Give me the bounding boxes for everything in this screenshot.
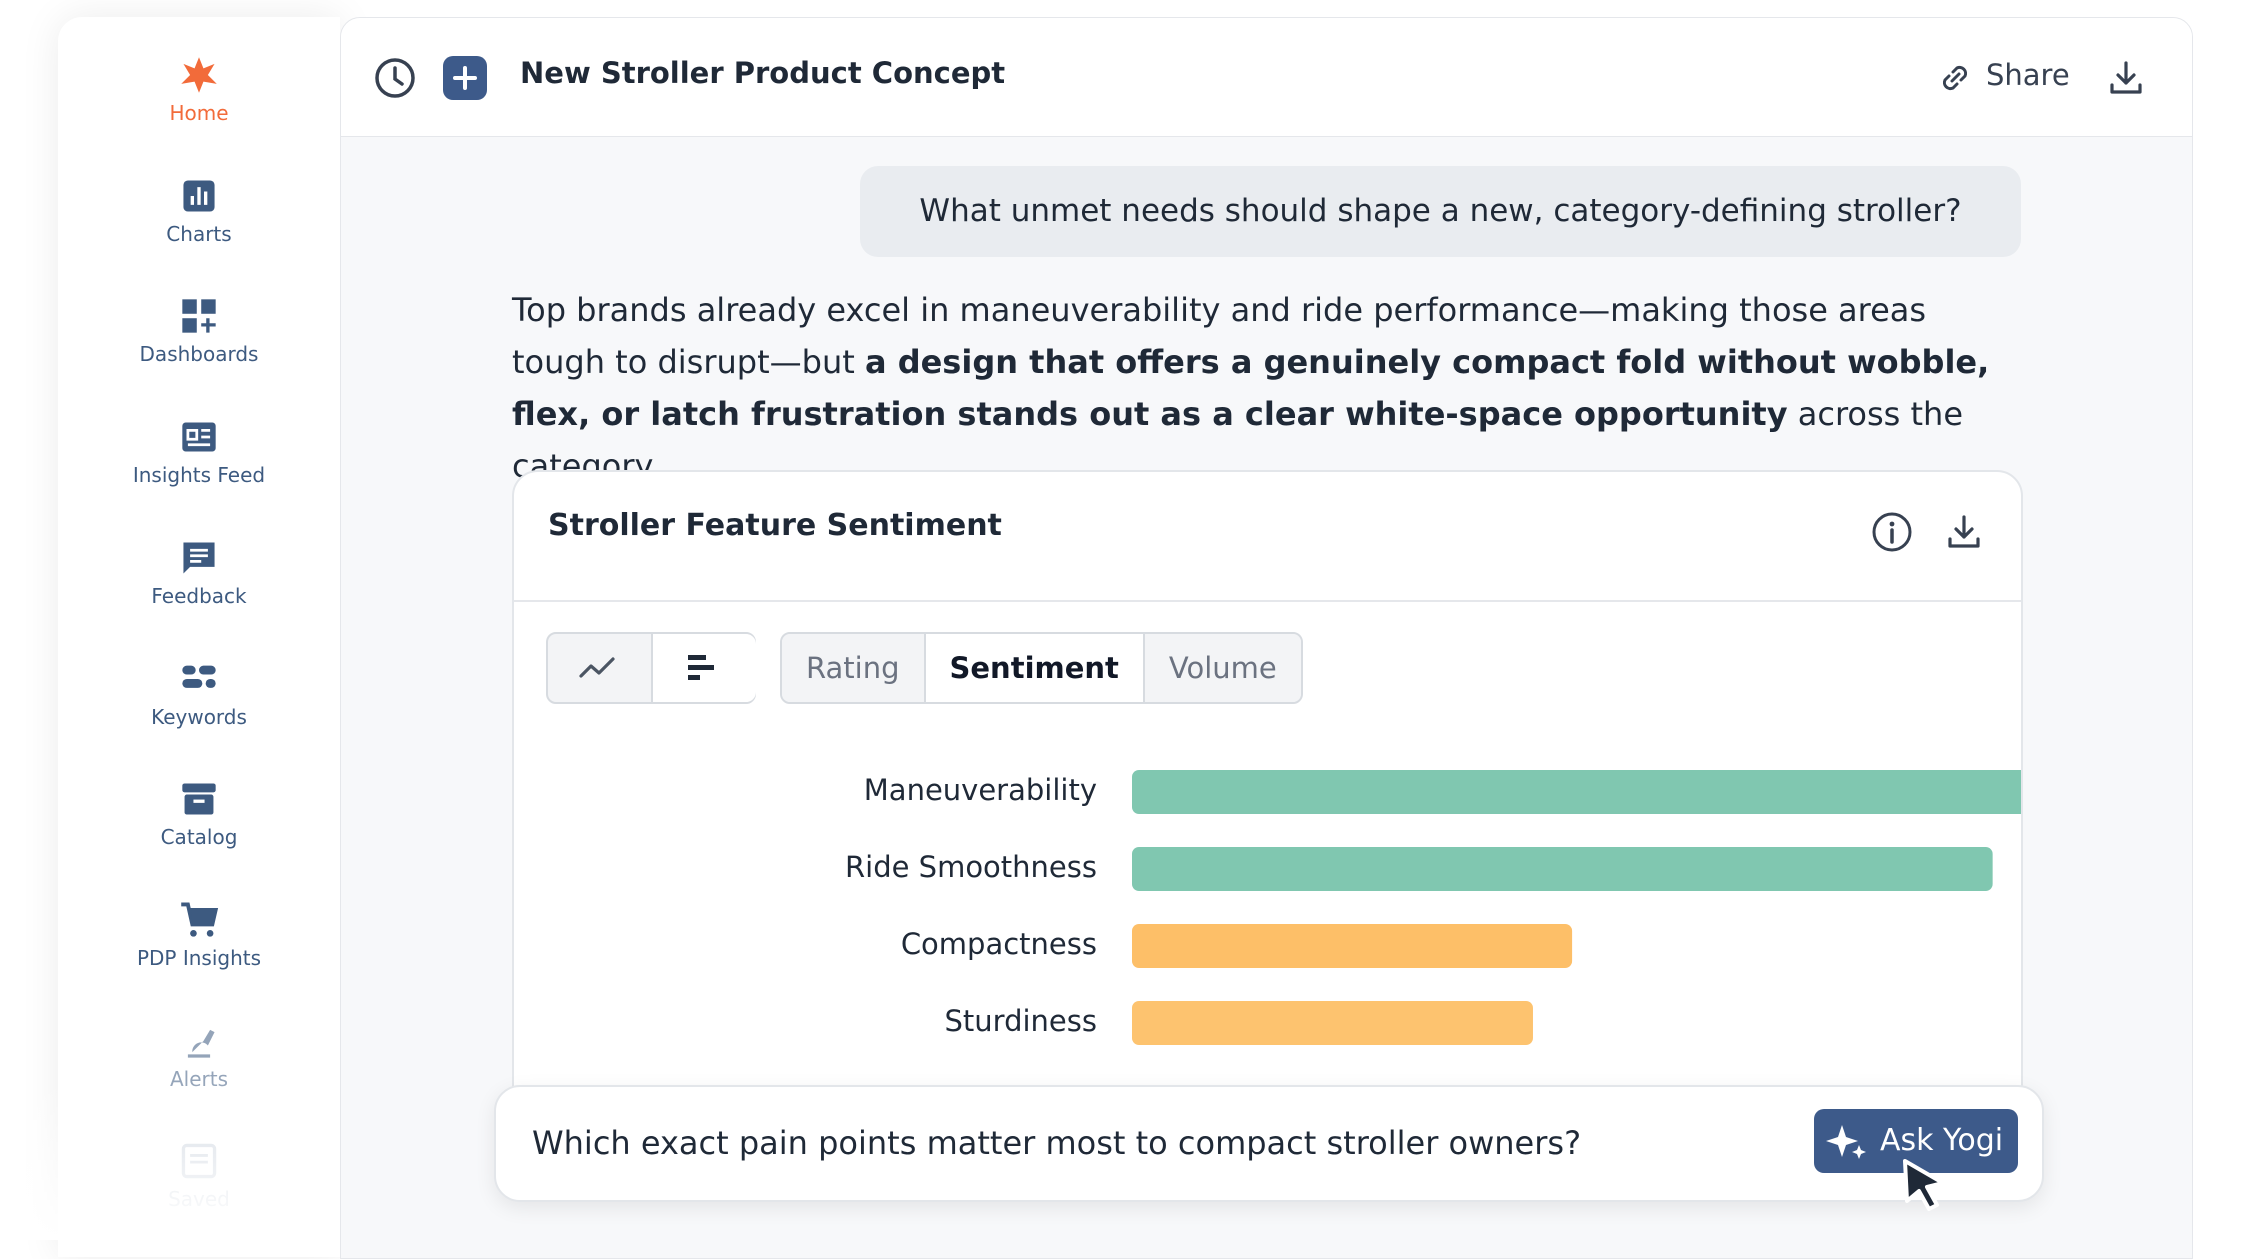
divider: [514, 600, 2021, 602]
user-question: What unmet needs should shape a new, cat…: [860, 166, 2021, 257]
metric-tab[interactable]: Rating: [782, 634, 924, 702]
new-button[interactable]: [443, 56, 487, 100]
chart-type-toggle: [546, 632, 756, 704]
nav-icon: [183, 180, 215, 212]
sparkle-icon: [1826, 1125, 1866, 1159]
assistant-answer: Top brands already excel in maneuverabil…: [512, 284, 2012, 492]
download-button[interactable]: [2106, 58, 2146, 98]
chart-title: Stroller Feature Sentiment: [548, 508, 1002, 543]
page-title: New Stroller Product Concept: [520, 56, 1006, 90]
nav-label[interactable]: Home: [169, 101, 229, 125]
chart-download-button[interactable]: [1944, 512, 1984, 552]
main-panel: New Stroller Product Concept Share What …: [340, 17, 2193, 1259]
answer-text: Top brands already excel in maneuverabil…: [512, 291, 1927, 381]
nav-icon: [187, 1029, 215, 1058]
nav-icon: [182, 783, 216, 815]
ask-button[interactable]: Ask Yogi: [1814, 1109, 2018, 1173]
bar-chart: Maneuverability Ride Smoothness Compactnes…: [845, 770, 2021, 1045]
link-icon: [1942, 65, 1968, 91]
nav-label[interactable]: PDP Insights: [136, 945, 262, 970]
metric-tabs: Rating Sentiment Volume: [780, 632, 1303, 704]
nav-icon: [182, 299, 216, 334]
chart-card: Stroller Feature Sentiment Rating Sentime…: [512, 470, 2023, 1174]
metric-tab[interactable]: Volume: [1142, 634, 1301, 702]
nav-icon: [182, 665, 216, 688]
header: New Stroller Product Concept Share: [341, 18, 2192, 137]
bar: [1132, 924, 1573, 968]
bar-chart-button[interactable]: [685, 652, 717, 684]
category-label: Maneuverability: [864, 773, 1097, 807]
metric-tab[interactable]: Sentiment: [923, 634, 1143, 702]
nav-label[interactable]: Charts: [166, 221, 232, 246]
ask-button-label: Ask Yogi: [1880, 1123, 2004, 1158]
bar: [1132, 1001, 1533, 1045]
info-button[interactable]: [1870, 510, 1914, 554]
answer-bold: a design that offers a genuinely compact…: [512, 343, 1990, 433]
category-label: Ride Smoothness: [845, 850, 1097, 884]
nav-label[interactable]: Keywords: [151, 704, 247, 729]
sidebar: Home Charts Dashboards Insights Feed Feedbac…: [58, 17, 340, 1257]
history-button[interactable]: [373, 56, 417, 100]
nav-icon: [181, 57, 217, 93]
nav-label[interactable]: Feedback: [151, 583, 247, 608]
nav-icon: [181, 902, 219, 937]
prompt-text: Which exact pain points matter most to c…: [532, 1124, 1582, 1162]
line-chart-button[interactable]: [578, 652, 620, 684]
bar: [1132, 847, 1993, 891]
nav-label[interactable]: Dashboards: [139, 342, 259, 367]
fade: [0, 1080, 340, 1240]
nav-label[interactable]: Catalog: [160, 825, 238, 850]
nav-label[interactable]: Insights Feed: [132, 463, 266, 488]
category-label: Sturdiness: [945, 1004, 1097, 1038]
nav-icon: [183, 542, 215, 574]
prompt-input[interactable]: Which exact pain points matter most to c…: [494, 1085, 2044, 1211]
share-button[interactable]: Share: [1986, 58, 2070, 92]
category-label: Compactness: [901, 927, 1097, 961]
bar: [1132, 770, 2021, 814]
cursor: [1903, 1159, 1945, 1211]
nav-icon: [182, 422, 216, 452]
